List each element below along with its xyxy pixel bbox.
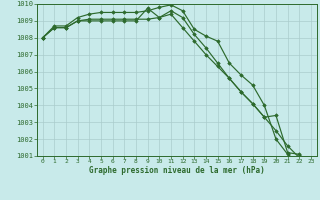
X-axis label: Graphe pression niveau de la mer (hPa): Graphe pression niveau de la mer (hPa) (89, 166, 265, 175)
